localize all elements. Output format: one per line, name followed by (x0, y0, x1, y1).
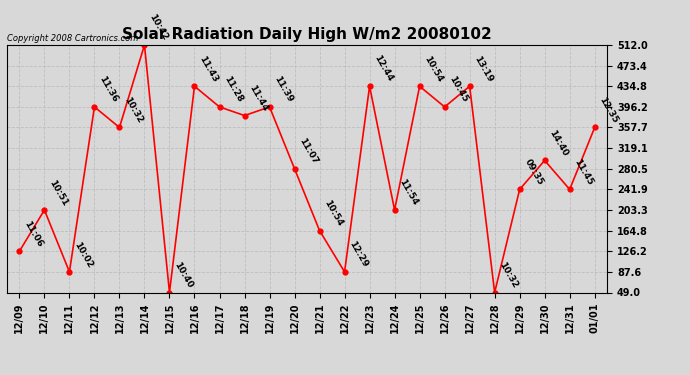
Text: 11:44: 11:44 (247, 83, 270, 113)
Text: 12:44: 12:44 (373, 54, 395, 84)
Text: 11:28: 11:28 (222, 75, 244, 104)
Text: 10:45: 10:45 (447, 75, 469, 104)
Text: 11:43: 11:43 (197, 54, 219, 84)
Text: 11:39: 11:39 (273, 75, 295, 104)
Text: 11:07: 11:07 (297, 136, 319, 166)
Text: 10:40: 10:40 (172, 261, 195, 290)
Text: 10:32: 10:32 (122, 96, 144, 125)
Title: Solar Radiation Daily High W/m2 20080102: Solar Radiation Daily High W/m2 20080102 (122, 27, 492, 42)
Text: 11:45: 11:45 (573, 157, 595, 187)
Text: 11:54: 11:54 (397, 178, 420, 207)
Text: 11:36: 11:36 (97, 75, 119, 104)
Text: 12:35: 12:35 (598, 95, 620, 125)
Text: 11:06: 11:06 (22, 219, 44, 249)
Text: 10:02: 10:02 (72, 240, 95, 269)
Text: 10:54: 10:54 (422, 54, 444, 84)
Text: 10:51: 10:51 (47, 178, 69, 207)
Text: Copyright 2008 Cartronics.com: Copyright 2008 Cartronics.com (7, 33, 138, 42)
Text: 10:42: 10:42 (147, 13, 169, 42)
Text: 09:35: 09:35 (522, 158, 544, 187)
Text: 10:32: 10:32 (497, 261, 520, 290)
Text: 14:40: 14:40 (547, 128, 570, 158)
Text: 12:29: 12:29 (347, 240, 370, 269)
Text: 10:54: 10:54 (322, 198, 344, 228)
Text: 13:19: 13:19 (473, 54, 495, 84)
